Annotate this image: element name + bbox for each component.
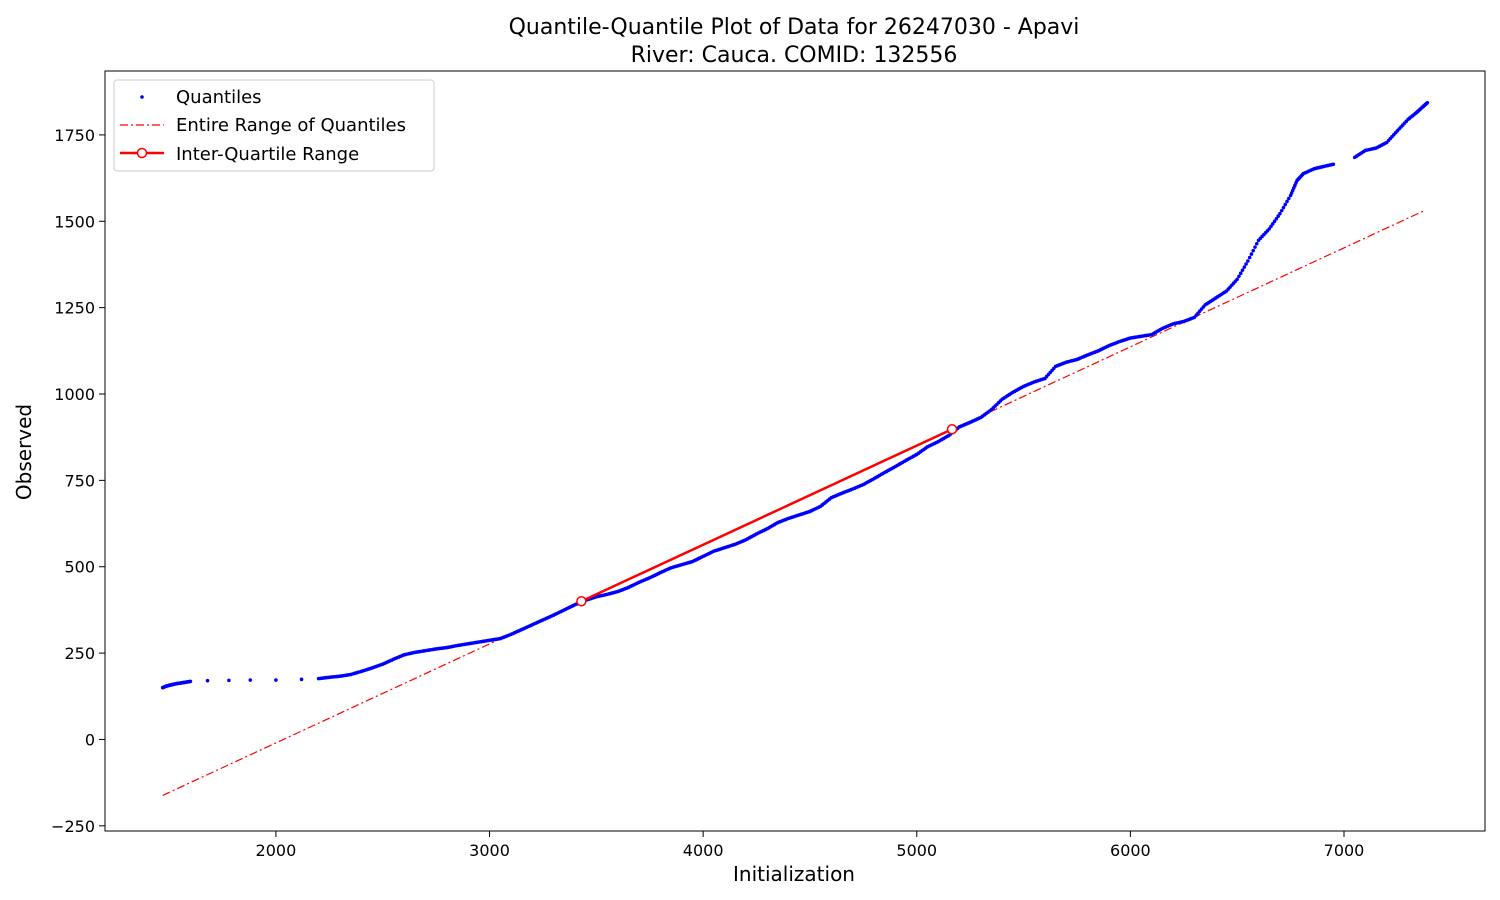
y-tick-label: 500: [64, 558, 95, 577]
quantile-point: [1425, 100, 1430, 105]
quantile-point: [1274, 216, 1279, 221]
x-tick-label: 3000: [469, 841, 510, 860]
y-tick-label: 750: [64, 471, 95, 490]
quantile-point: [1254, 241, 1259, 246]
iqr-line: [580, 428, 953, 603]
quantile-point: [1253, 245, 1257, 249]
x-tick-label: 7000: [1324, 841, 1365, 860]
y-axis-label: Observed: [12, 404, 36, 500]
legend-entire-range-label: Entire Range of Quantiles: [176, 115, 406, 136]
plot-frame: [104, 70, 1486, 832]
x-tick-label: 5000: [896, 841, 937, 860]
legend: Quantiles Entire Range of Quantiles Inte…: [113, 79, 435, 172]
quantile-point: [1244, 262, 1248, 266]
quantile-point: [1238, 271, 1243, 276]
quantile-point: [1279, 208, 1284, 213]
y-tick-label: 0: [85, 730, 95, 749]
x-tick-label: 4000: [683, 841, 724, 860]
quantile-point: [248, 678, 253, 682]
quantile-point: [1242, 265, 1247, 269]
x-axis: 2000 3000 4000 5000 6000 7000: [256, 831, 1365, 860]
x-tick-label: 6000: [1110, 841, 1151, 860]
legend-quantiles-label: Quantiles: [176, 87, 262, 108]
quantile-point: [1247, 255, 1252, 260]
quantile-point: [1249, 252, 1254, 256]
quantile-point: [1331, 162, 1336, 167]
quantile-point: [1276, 214, 1280, 219]
quantile-point: [299, 677, 304, 682]
chart-title: Quantile-Quantile Plot of Data for 26247…: [509, 15, 1080, 40]
legend-iqr-marker: [136, 147, 148, 159]
quantile-point: [1240, 268, 1245, 272]
quantile-point: [1271, 222, 1275, 226]
quantile-point: [1283, 202, 1288, 207]
quantile-point: [1281, 205, 1286, 210]
quantile-point: [188, 679, 193, 684]
y-tick-label: 1250: [54, 299, 95, 318]
quantile-point: [1285, 199, 1289, 204]
legend-box: [113, 79, 435, 172]
legend-entry-iqr: Inter-Quartile Range: [120, 144, 359, 165]
plot-area: [104, 70, 1486, 832]
chart-subtitle: River: Cauca. COMID: 132556: [631, 43, 958, 68]
quantile-point: [1237, 274, 1241, 279]
legend-entry-entire-range: Entire Range of Quantiles: [120, 115, 406, 136]
iqr-endpoint: [946, 423, 958, 435]
y-tick-label: 1750: [54, 126, 95, 145]
quantile-point: [1246, 259, 1250, 263]
iqr-endpoint: [576, 596, 587, 607]
quantile-point: [1278, 211, 1282, 216]
quantile-point: [1251, 248, 1256, 253]
x-axis-label: Initialization: [733, 862, 855, 886]
legend-quantiles-marker: [140, 95, 144, 99]
legend-entry-quantiles: Quantiles: [140, 87, 262, 108]
legend-iqr-label: Inter-Quartile Range: [176, 144, 359, 165]
quantile-point: [1235, 277, 1239, 282]
quantile-point: [1269, 224, 1273, 229]
quantile-point: [205, 678, 210, 683]
y-tick-label: −250: [51, 817, 95, 836]
quantile-point: [274, 678, 278, 682]
data-marks: [160, 100, 1430, 796]
y-tick-label: 250: [64, 644, 95, 663]
quantile-point: [1287, 196, 1291, 201]
y-tick-label: 1500: [54, 212, 95, 231]
quantile-point: [1272, 219, 1277, 224]
quantile-point: [1267, 227, 1272, 231]
y-tick-label: 1000: [54, 385, 95, 404]
quantile-point: [227, 678, 231, 683]
x-tick-label: 2000: [256, 841, 297, 860]
y-axis: −250 0 250 500 750 1000 1250 1500 1750: [51, 126, 105, 836]
